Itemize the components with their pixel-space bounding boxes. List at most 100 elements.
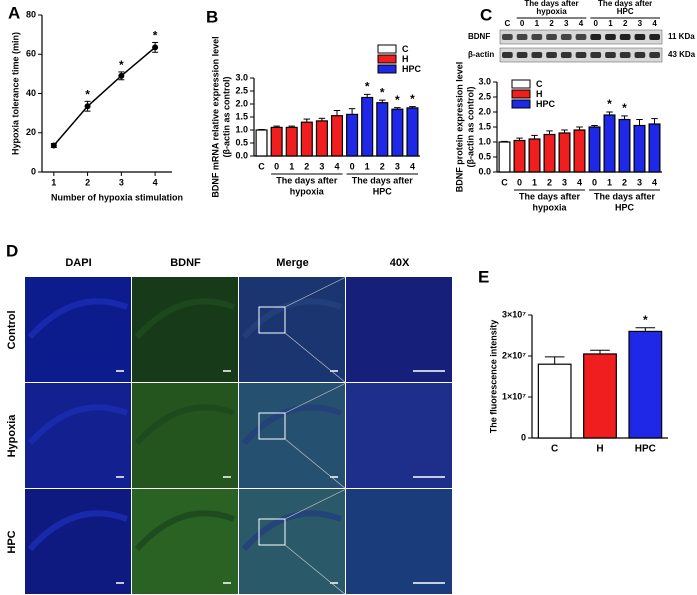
bar: [543, 133, 556, 173]
x-tick-label: 0: [350, 161, 355, 171]
x-tick-label: H: [596, 444, 603, 455]
blot-band: [502, 52, 513, 58]
tissue-layer: [134, 404, 236, 446]
x-tick-label: 4: [334, 161, 339, 171]
y-tick-label: 1.5: [478, 121, 491, 131]
blot-band: [619, 34, 631, 40]
x-tick-label: C: [258, 161, 265, 171]
lane-label: 0: [594, 19, 599, 28]
bar: [346, 113, 359, 157]
x-tick-label: 2: [622, 177, 627, 187]
micrograph: [239, 489, 345, 594]
y-tick-label: 20: [26, 127, 36, 137]
x-tick-label: 0: [517, 177, 522, 187]
x-tick-label: 4: [153, 177, 158, 187]
x-tick-label: 2: [380, 161, 385, 171]
significance-marker: *: [395, 93, 400, 107]
legend-swatch: [377, 64, 397, 74]
lane-label: 4: [652, 19, 657, 28]
x-tick-label: 2: [304, 161, 309, 171]
y-axis-label: (β-actin as control): [465, 86, 475, 167]
blot-header: HPC: [617, 7, 634, 16]
group-label: HPC: [373, 186, 393, 196]
group-label: The days after: [352, 175, 414, 185]
lane-label: 4: [579, 19, 584, 28]
bar: [498, 141, 511, 173]
tissue-layer: [241, 510, 343, 552]
bar: [583, 353, 617, 439]
lane-label: 3: [564, 19, 569, 28]
blot-band: [531, 52, 543, 58]
legend-swatch: [377, 54, 397, 64]
x-tick-label: C: [551, 444, 558, 455]
row-label: Hypoxia: [6, 414, 18, 458]
x-tick-label: 0: [592, 177, 597, 187]
x-tick-label: 3: [319, 161, 324, 171]
lane-label: 3: [638, 19, 643, 28]
row-label: Control: [6, 310, 18, 349]
y-tick-label: 2×10⁷: [502, 350, 526, 360]
y-tick-label: 2.0: [235, 98, 248, 108]
bar: [270, 126, 283, 157]
blot-band: [605, 52, 616, 58]
legend-label: C: [536, 79, 543, 89]
y-tick-label: 60: [26, 49, 36, 59]
y-axis-label: Hypoxia tolerance time (min): [10, 32, 20, 155]
significance-marker: *: [85, 88, 90, 102]
point: [50, 142, 57, 149]
y-tick-label: 3.0: [235, 72, 248, 82]
y-tick-label: 2.5: [478, 91, 491, 101]
group-label: The days after: [276, 175, 338, 185]
micrograph: [346, 383, 452, 488]
bar: [618, 118, 631, 173]
legend-label: C: [402, 44, 409, 54]
y-tick-label: 0: [521, 432, 526, 442]
tissue-layer: [134, 510, 236, 552]
y-tick-label: 2.0: [478, 106, 491, 116]
y-tick-label: 3.0: [478, 76, 491, 86]
micrograph: [239, 383, 345, 488]
zoom-box: [258, 518, 286, 546]
lane-label: C: [504, 19, 510, 28]
bar: [255, 129, 268, 157]
micrograph: [239, 277, 345, 382]
y-axis-label: BDNF mRNA relative expression level: [210, 36, 220, 197]
panel-label: B: [206, 7, 218, 26]
lane-label: 1: [535, 19, 540, 28]
bar: [633, 124, 646, 173]
y-axis-label: (β-actin as control): [221, 76, 231, 157]
blot-band: [619, 52, 631, 58]
zoom-line: [284, 276, 347, 308]
blot-header: The days after: [524, 0, 578, 8]
y-tick-label: 2.5: [235, 85, 248, 95]
y-axis-label: BDNF protein expression level: [454, 62, 464, 193]
legend-swatch: [511, 89, 531, 99]
significance-marker: *: [365, 80, 370, 94]
point: [152, 44, 159, 51]
blot-band: [590, 34, 602, 40]
blot-band: [546, 34, 557, 40]
blot-band: [634, 34, 646, 40]
group-label: HPC: [615, 202, 635, 212]
y-tick-label: 1.5: [235, 111, 248, 121]
bar: [376, 102, 389, 157]
bar: [315, 120, 328, 157]
micrograph: [132, 383, 238, 488]
micrograph: [25, 489, 131, 594]
blot-band: [634, 52, 646, 58]
blot-band: [649, 52, 660, 58]
y-tick-label: 0.5: [235, 137, 248, 147]
bar: [330, 115, 344, 157]
lane-label: 2: [549, 19, 554, 28]
zoom-box: [258, 412, 286, 440]
x-tick-label: HPC: [635, 444, 656, 455]
blot-band: [649, 34, 660, 40]
column-label: 40X: [390, 257, 410, 269]
band-size: 11 KDa: [668, 32, 695, 41]
x-tick-label: 1: [365, 161, 370, 171]
bar: [603, 114, 616, 173]
blot-band: [516, 52, 528, 58]
x-tick-label: 3: [395, 161, 400, 171]
significance-marker: *: [410, 92, 415, 106]
x-tick-label: 3: [562, 177, 567, 187]
